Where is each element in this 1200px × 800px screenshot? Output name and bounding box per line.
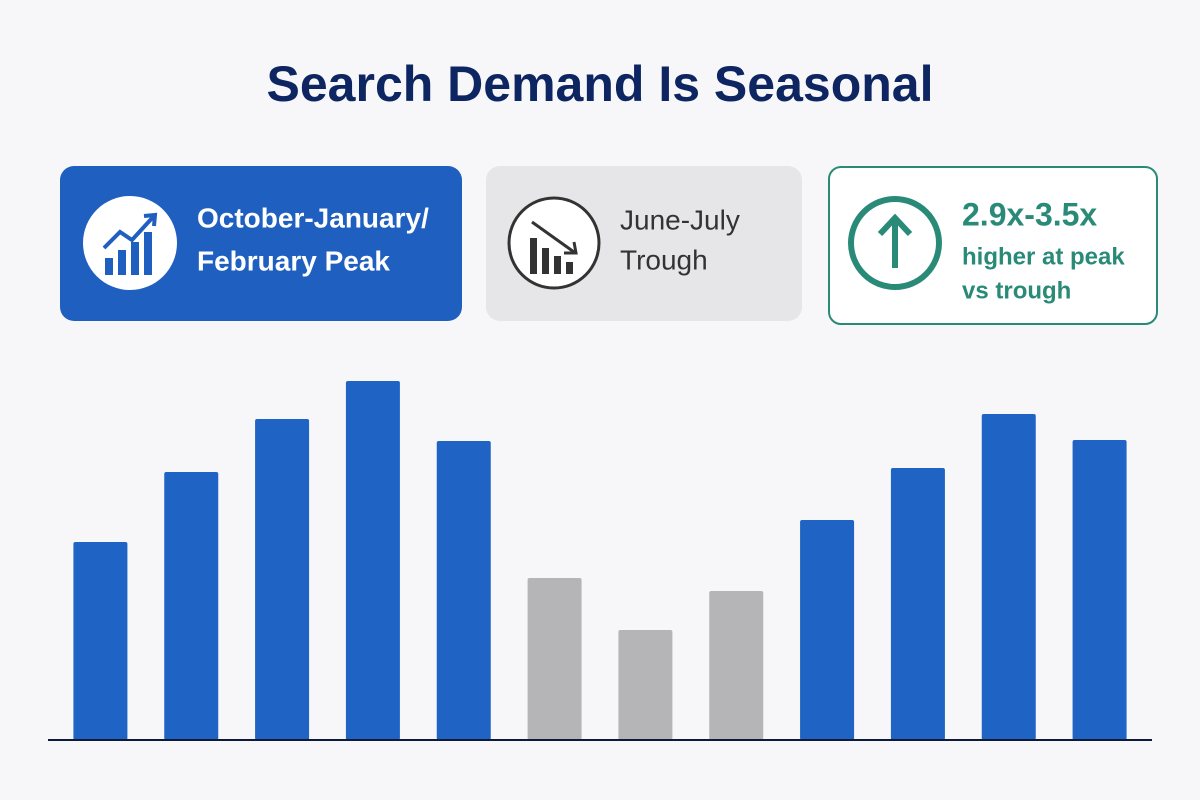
card-text: 2.9x-3.5x <box>962 196 1097 232</box>
card-text: October-January/ <box>197 202 429 233</box>
bar <box>73 542 128 740</box>
bar <box>981 414 1036 740</box>
title: Search Demand Is Seasonal <box>267 56 934 112</box>
bar <box>345 381 400 740</box>
bar <box>164 472 219 740</box>
bar <box>890 468 945 740</box>
card-text: Trough <box>620 244 708 275</box>
bar <box>1072 440 1127 740</box>
bar <box>527 578 582 740</box>
trough-icon <box>507 196 601 290</box>
card-text: vs trough <box>962 277 1071 304</box>
ratio-icon <box>848 196 942 290</box>
peak-card <box>60 166 462 321</box>
card-text: February Peak <box>197 245 390 276</box>
bar <box>436 441 491 740</box>
bar <box>800 520 855 740</box>
bar <box>618 630 673 740</box>
bar <box>709 591 764 740</box>
peak-icon <box>83 196 177 290</box>
card-text: higher at peak <box>962 243 1125 270</box>
card-text: June-July <box>620 204 740 235</box>
bar <box>255 419 310 740</box>
